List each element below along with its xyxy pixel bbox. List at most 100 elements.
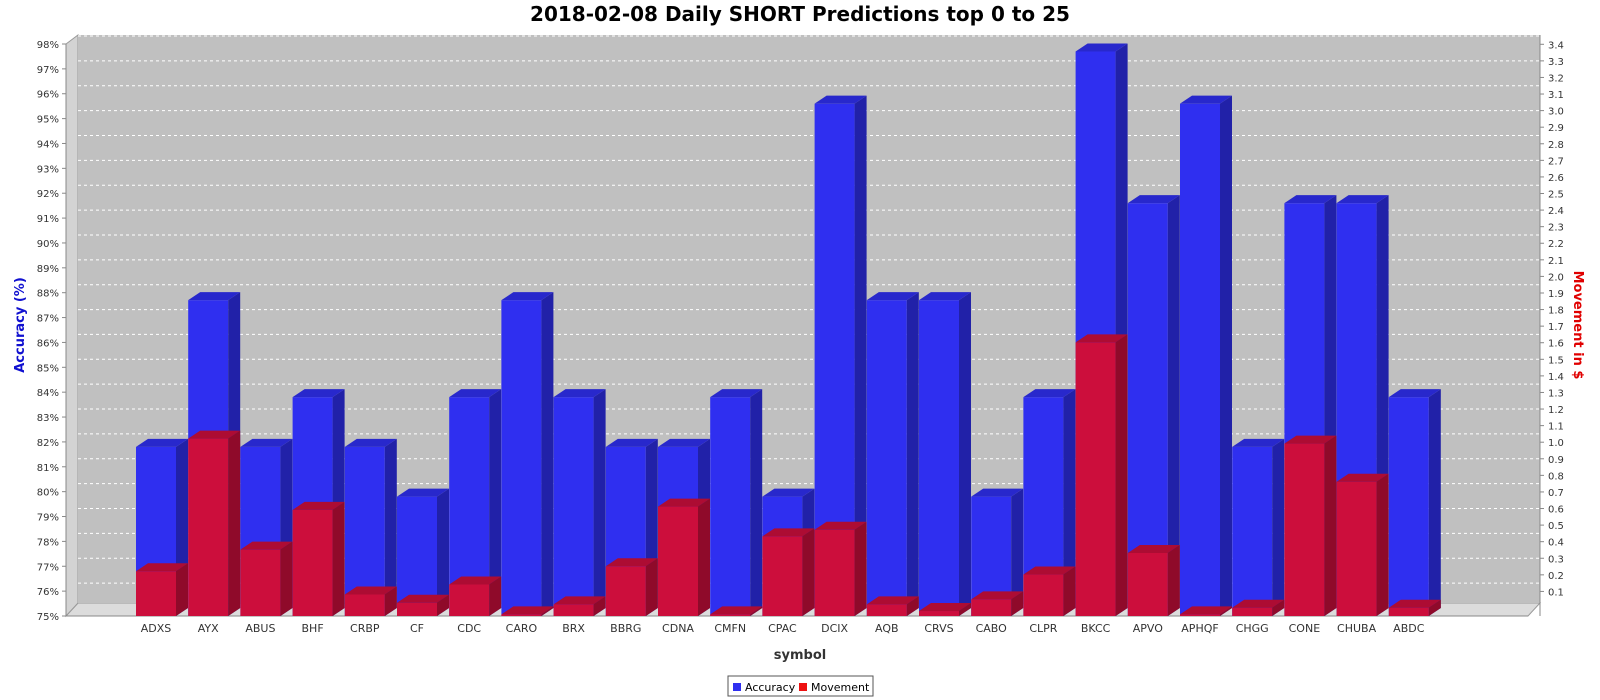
right-tick-label: 1.8 xyxy=(1548,306,1564,317)
left-axis-ticks: 75% 76% 77% 78% 79% 80% 81% 82% 83% 84% 85% 86% 87% 8… xyxy=(37,40,66,623)
right-tick-label: 2.0 xyxy=(1548,272,1564,283)
category-label: CHGG xyxy=(1236,622,1269,635)
accuracy-bar-apvo-side xyxy=(1167,195,1180,616)
movement-bar-chuba xyxy=(1336,473,1389,616)
left-tick-label: 94% xyxy=(37,139,59,150)
left-tick-label: 98% xyxy=(37,40,59,51)
left-tick-label: 82% xyxy=(37,438,59,449)
accuracy-bar-chgg-top xyxy=(1232,438,1285,447)
right-tick-label: 1.5 xyxy=(1548,355,1564,366)
movement-bar-abdc-side xyxy=(1428,599,1441,616)
category-label: BRX xyxy=(562,622,585,635)
movement-bar-crbp xyxy=(344,586,397,616)
accuracy-bar-bhf-top xyxy=(292,389,345,398)
left-tick-label: 84% xyxy=(37,388,59,399)
category-label: APHQF xyxy=(1181,622,1218,635)
chart-title: 2018-02-08 Daily SHORT Predictions top 0… xyxy=(530,2,1070,26)
movement-bar-abus-side xyxy=(280,541,293,616)
movement-bar-aphqf-top xyxy=(1180,606,1232,615)
movement-bar-cdna xyxy=(658,498,710,616)
movement-bar-clpr-side xyxy=(1063,566,1076,616)
right-tick-label: 1.7 xyxy=(1548,322,1564,333)
movement-bar-abus-top xyxy=(240,541,293,550)
left-tick-label: 96% xyxy=(37,90,59,101)
left-tick-label: 92% xyxy=(37,189,59,200)
left-tick-label: 75% xyxy=(37,612,59,623)
accuracy-bar-bkcc-top xyxy=(1075,43,1128,52)
right-tick-label: 0.3 xyxy=(1548,554,1564,565)
movement-bar-dcix-top xyxy=(814,521,867,530)
left-tick-label: 79% xyxy=(37,513,59,524)
accuracy-bar-cf-side xyxy=(437,488,449,616)
accuracy-bar-bbrg-top xyxy=(605,438,658,447)
movement-bar-clpr-top xyxy=(1023,566,1076,575)
accuracy-bar-crbp-top xyxy=(344,438,397,447)
movement-bar-crbp-front xyxy=(344,594,385,616)
movement-bar-cf-top xyxy=(397,594,449,603)
movement-bar-cone xyxy=(1284,435,1337,616)
movement-bar-ayx-front xyxy=(188,438,229,616)
left-tick-label: 76% xyxy=(37,587,59,598)
accuracy-bar-caro xyxy=(501,292,554,616)
movement-bar-cdna-front xyxy=(658,506,698,616)
accuracy-bar-cmfn-top xyxy=(710,389,763,398)
category-label: CMFN xyxy=(714,622,746,635)
category-label: CRVS xyxy=(924,622,953,635)
movement-bar-cf xyxy=(397,594,449,616)
left-tick-label: 81% xyxy=(37,463,59,474)
accuracy-bar-cabo-side xyxy=(1011,488,1024,616)
movement-bar-bkcc-top xyxy=(1075,334,1128,343)
legend-swatch-accuracy xyxy=(733,683,741,691)
left-tick-label: 80% xyxy=(37,488,59,499)
right-tick-label: 2.5 xyxy=(1548,190,1564,201)
right-tick-label: 2.8 xyxy=(1548,140,1564,151)
right-tick-label: 0.2 xyxy=(1548,571,1564,582)
movement-bar-chgg-front xyxy=(1232,607,1273,616)
accuracy-bar-dcix-top xyxy=(814,95,867,104)
movement-bar-bbrg xyxy=(605,558,658,616)
movement-bar-cmfn-front xyxy=(710,614,751,616)
right-tick-label: 3.4 xyxy=(1548,40,1564,51)
movement-bar-chgg-side xyxy=(1272,599,1285,616)
movement-bar-adxs xyxy=(136,563,188,616)
movement-bar-bbrg-side xyxy=(645,558,658,616)
category-label: CABO xyxy=(976,622,1008,635)
legend-label-movement: Movement xyxy=(811,681,870,694)
left-tick-label: 93% xyxy=(37,164,59,175)
left-tick-label: 90% xyxy=(37,239,59,250)
category-label: ABDC xyxy=(1393,622,1425,635)
movement-bar-crvs xyxy=(919,603,971,616)
accuracy-bar-caro-top xyxy=(501,292,554,301)
movement-bar-crvs-top xyxy=(919,603,971,612)
accuracy-bar-aqb-side xyxy=(906,292,919,616)
movement-bar-caro-front xyxy=(501,614,542,616)
right-tick-label: 0.6 xyxy=(1548,505,1564,516)
movement-bar-cf-side xyxy=(437,594,449,616)
left-tick-label: 89% xyxy=(37,264,59,275)
right-tick-label: 0.4 xyxy=(1548,538,1564,549)
category-label: CLPR xyxy=(1029,622,1057,635)
accuracy-bar-caro-front xyxy=(501,300,542,616)
right-tick-label: 1.2 xyxy=(1548,405,1564,416)
left-tick-label: 85% xyxy=(37,363,59,374)
accuracy-bar-dcix-side xyxy=(854,95,867,617)
category-label: DCIX xyxy=(821,622,848,635)
accuracy-bar-cdc-side xyxy=(489,389,502,616)
movement-bar-apvo-front xyxy=(1127,552,1168,616)
right-tick-label: 2.7 xyxy=(1548,156,1564,167)
accuracy-bar-cmfn-side xyxy=(750,389,763,616)
right-tick-label: 2.3 xyxy=(1548,223,1564,234)
left-tick-label: 91% xyxy=(37,214,59,225)
category-label: CONE xyxy=(1289,622,1321,635)
left-tick-label: 95% xyxy=(37,115,59,126)
movement-bar-chuba-top xyxy=(1336,473,1389,482)
bars xyxy=(136,43,1441,617)
accuracy-bar-cdc-top xyxy=(449,389,502,398)
movement-bar-cdna-side xyxy=(698,498,710,616)
accuracy-bar-brx xyxy=(553,389,606,616)
accuracy-bar-abdc-top xyxy=(1388,389,1441,398)
movement-bar-cpac xyxy=(762,528,815,616)
movement-bar-ayx xyxy=(188,430,241,616)
movement-bar-adxs-top xyxy=(136,563,188,572)
